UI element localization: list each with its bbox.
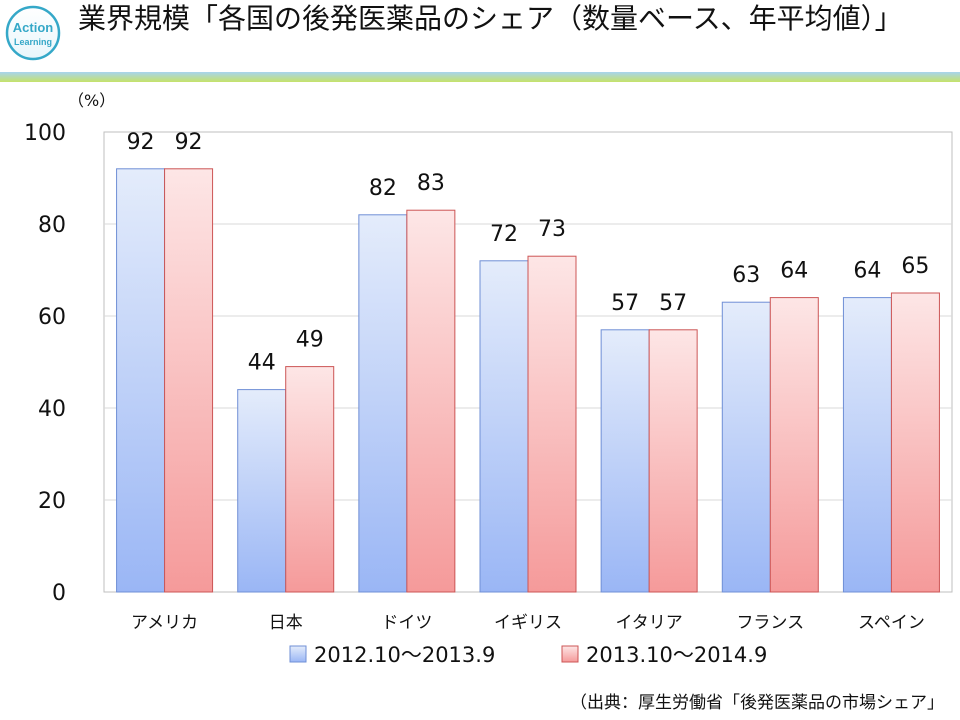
data-label-series1-1: 44 (248, 351, 276, 376)
data-label-series2-4: 57 (659, 291, 687, 316)
x-tick-label: イギリス (494, 613, 562, 633)
legend: 2012.10～2013.9 2013.10～2014.9 (289, 643, 767, 667)
logo-text-learning: Learning (14, 37, 52, 47)
logo-circle (5, 5, 61, 61)
logo-text-action: Action (13, 20, 54, 35)
data-label-series1-2: 82 (369, 176, 397, 201)
data-label-series1-3: 72 (490, 222, 518, 247)
action-learning-logo: Action Learning (5, 5, 61, 61)
data-label-series1-0: 92 (127, 130, 155, 155)
source-citation: （出典：厚生労働省「後発医薬品の市場シェア」 (570, 693, 944, 713)
y-tick-label: 40 (38, 397, 66, 422)
x-tick-label: イタリア (615, 613, 682, 633)
y-tick-label: 100 (24, 121, 66, 146)
bar-series2-5 (769, 297, 819, 593)
data-label-series2-1: 49 (296, 328, 324, 353)
bar-series2-2 (406, 209, 456, 593)
bar-series1-4 (600, 329, 650, 593)
bar-series1-6 (842, 297, 892, 593)
bar-series1-1 (237, 389, 287, 593)
y-tick-label: 20 (38, 489, 66, 514)
x-tick-label: ドイツ (381, 613, 432, 633)
y-tick-label: 80 (38, 213, 66, 238)
bar-series2-3 (527, 255, 577, 593)
bar-series2-0 (164, 168, 214, 593)
bar-series2-6 (890, 292, 940, 593)
page-title: 業界規模「各国の後発医薬品のシェア（数量ベース、年平均値）」 (78, 2, 903, 35)
data-label-series2-6: 65 (901, 254, 929, 279)
x-tick-label: フランス (736, 613, 804, 633)
data-label-series1-4: 57 (611, 291, 639, 316)
data-label-series2-2: 83 (417, 171, 445, 196)
x-tick-label: アメリカ (131, 613, 198, 633)
data-label-series1-6: 64 (853, 259, 881, 284)
legend-swatch-series2 (561, 645, 579, 663)
data-label-series2-5: 64 (780, 259, 808, 284)
bar-series1-2 (358, 214, 408, 593)
data-label-series1-5: 63 (732, 263, 760, 288)
legend-label-series2: 2013.10～2014.9 (586, 643, 767, 667)
legend-swatch-series1 (289, 645, 307, 663)
bar-series1-5 (721, 301, 771, 593)
bar-series2-1 (285, 366, 335, 593)
x-tick-label: スペイン (858, 613, 925, 633)
bar-series1-3 (479, 260, 529, 593)
data-label-series2-3: 73 (538, 217, 566, 242)
y-tick-label: 60 (38, 305, 66, 330)
data-label-series2-0: 92 (175, 130, 203, 155)
y-axis-unit-label: （%） (68, 91, 115, 110)
bar-series1-0 (116, 168, 166, 593)
x-tick-label: 日本 (269, 613, 303, 633)
y-tick-label: 0 (52, 581, 66, 606)
title-underline (0, 72, 960, 82)
legend-label-series1: 2012.10～2013.9 (314, 643, 495, 667)
bar-series2-4 (648, 329, 698, 593)
